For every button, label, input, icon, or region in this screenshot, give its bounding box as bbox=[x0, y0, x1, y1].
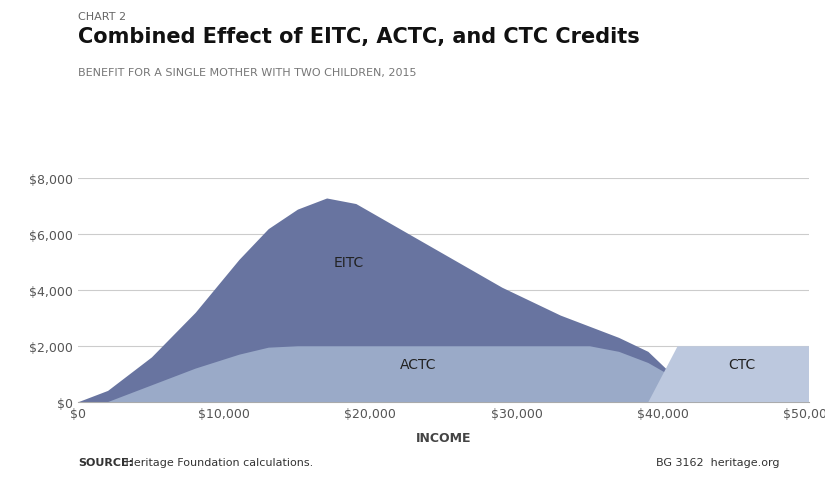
Text: SOURCE:: SOURCE: bbox=[78, 457, 134, 467]
Text: CHART 2: CHART 2 bbox=[78, 12, 126, 22]
Text: Heritage Foundation calculations.: Heritage Foundation calculations. bbox=[122, 457, 314, 467]
Text: ACTC: ACTC bbox=[399, 357, 436, 371]
Text: Combined Effect of EITC, ACTC, and CTC Credits: Combined Effect of EITC, ACTC, and CTC C… bbox=[78, 27, 640, 46]
Text: BG 3162  heritage.org: BG 3162 heritage.org bbox=[656, 457, 780, 467]
Text: EITC: EITC bbox=[334, 256, 364, 270]
Text: BENEFIT FOR A SINGLE MOTHER WITH TWO CHILDREN, 2015: BENEFIT FOR A SINGLE MOTHER WITH TWO CHI… bbox=[78, 68, 417, 78]
Text: CTC: CTC bbox=[728, 357, 756, 371]
X-axis label: INCOME: INCOME bbox=[416, 431, 471, 444]
